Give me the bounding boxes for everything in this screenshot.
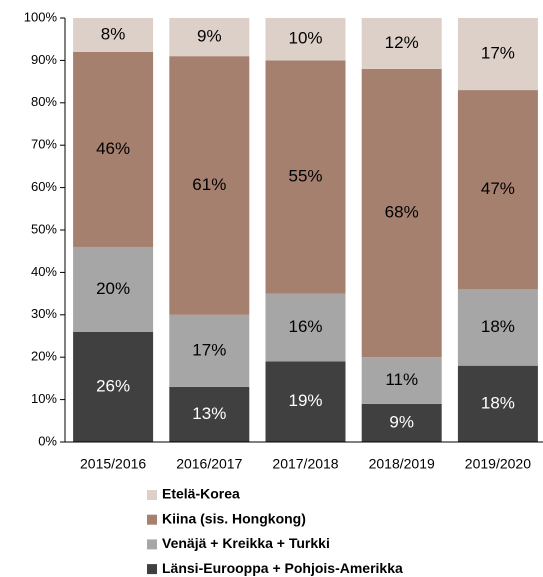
data-label: 12% <box>385 33 419 52</box>
y-tick-label: 0% <box>38 433 57 448</box>
y-tick-label: 30% <box>31 306 57 321</box>
bar-segment <box>361 68 442 358</box>
bar-segment <box>361 18 442 69</box>
data-label: 55% <box>288 166 322 185</box>
data-label: 9% <box>389 412 414 431</box>
bar-segment <box>457 90 538 290</box>
bar-segment <box>169 314 250 387</box>
x-tick-label: 2016/2017 <box>176 456 242 472</box>
legend-swatch <box>147 514 157 525</box>
data-label: 61% <box>192 175 226 194</box>
y-tick-label: 80% <box>31 94 57 109</box>
y-tick-label: 40% <box>31 264 57 279</box>
data-label: 13% <box>192 404 226 423</box>
bar-segment <box>73 331 154 442</box>
data-label: 9% <box>197 27 222 46</box>
bar-segment <box>361 357 442 404</box>
bar-segment <box>169 56 250 315</box>
bar-segment <box>265 60 346 294</box>
data-label: 17% <box>192 340 226 359</box>
x-tick-label: 2017/2018 <box>272 456 338 472</box>
data-label: 26% <box>96 376 130 395</box>
bar-segment <box>73 18 154 52</box>
data-label: 68% <box>385 203 419 222</box>
bar-segment <box>457 289 538 366</box>
data-label: 16% <box>288 317 322 336</box>
data-label: 11% <box>385 370 418 389</box>
legend-swatch <box>147 539 157 550</box>
data-label: 47% <box>481 179 515 198</box>
y-tick-label: 100% <box>24 9 58 24</box>
data-label: 19% <box>288 391 322 410</box>
data-label: 18% <box>481 393 515 412</box>
bar-segment <box>457 365 538 442</box>
data-label: 8% <box>101 24 126 43</box>
y-tick-label: 10% <box>31 391 57 406</box>
y-tick-label: 20% <box>31 349 57 364</box>
bar-segment <box>265 361 346 442</box>
y-tick-label: 70% <box>31 137 57 152</box>
x-tick-label: 2018/2019 <box>369 456 435 472</box>
data-label: 20% <box>96 279 130 298</box>
y-tick-label: 60% <box>31 179 57 194</box>
bar-segment <box>73 51 154 247</box>
bar-segment <box>265 18 346 61</box>
bar-segment <box>457 18 538 91</box>
data-label: 10% <box>288 29 322 48</box>
data-label: 17% <box>481 44 515 63</box>
bar-segment <box>169 386 250 442</box>
bar-segment <box>73 246 154 332</box>
legend-swatch <box>147 490 157 500</box>
legend-swatch <box>147 564 157 575</box>
legend-label: Venäjä + Kreikka + Turkki <box>162 535 330 551</box>
legend-label: Etelä-Korea <box>162 486 240 502</box>
y-tick-label: 50% <box>31 221 57 236</box>
legend-label: Länsi-Eurooppa + Pohjois-Amerikka <box>162 560 403 576</box>
bar-segment <box>265 293 346 362</box>
legend-label: Kiina (sis. Hongkong) <box>162 510 306 526</box>
bar-segment <box>361 403 442 442</box>
bar-segment <box>169 18 250 57</box>
x-tick-label: 2015/2016 <box>80 456 146 472</box>
data-label: 46% <box>96 139 130 158</box>
y-tick-label: 90% <box>31 52 57 67</box>
x-tick-label: 2019/2020 <box>465 456 531 472</box>
data-label: 18% <box>481 317 515 336</box>
